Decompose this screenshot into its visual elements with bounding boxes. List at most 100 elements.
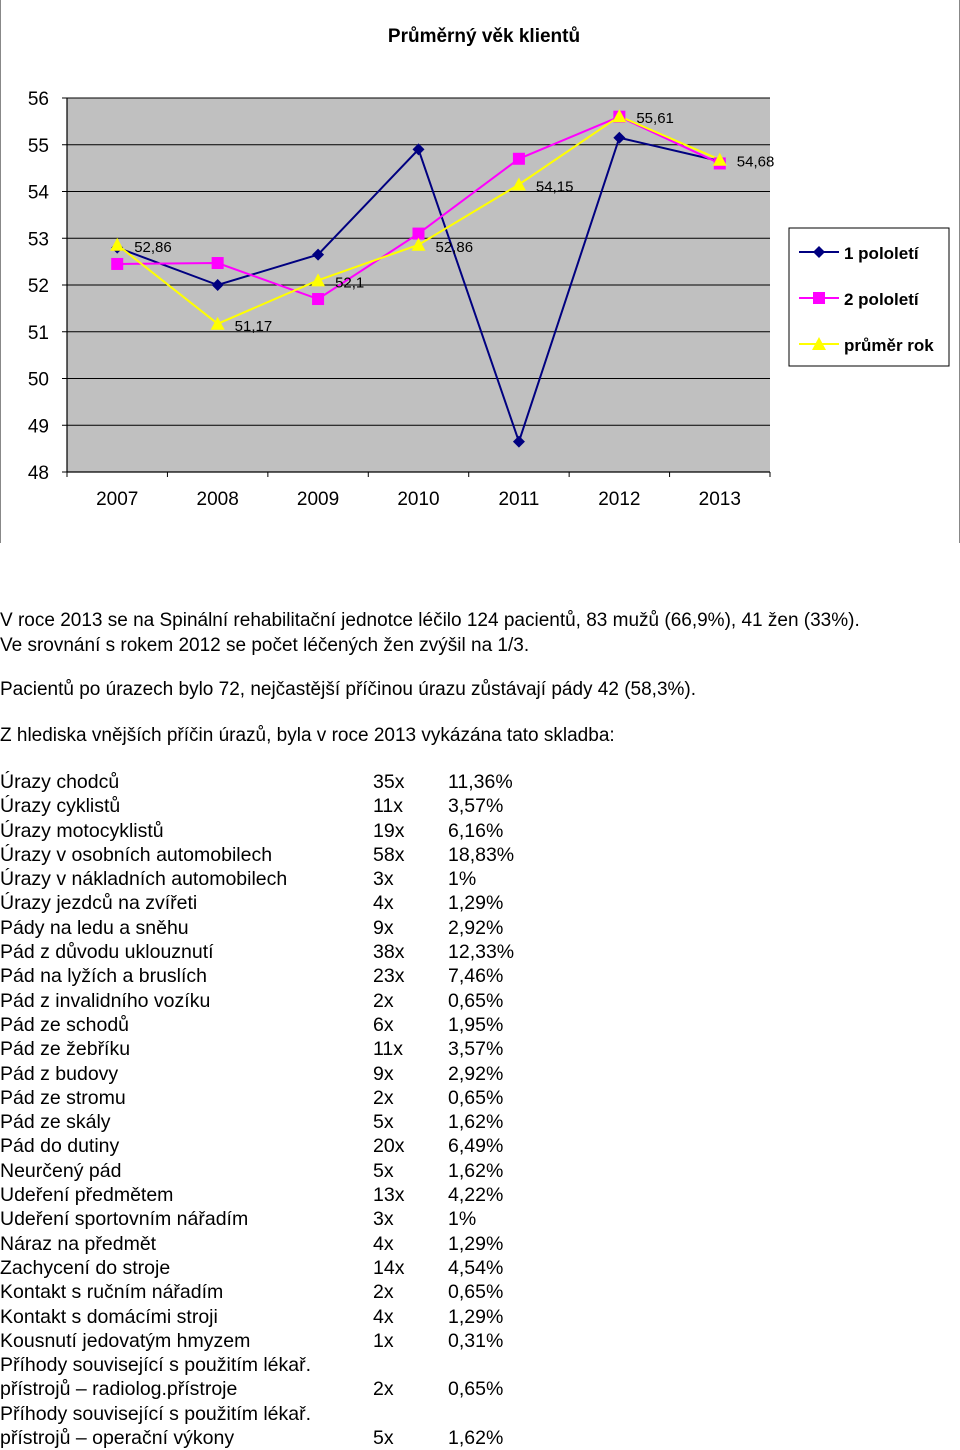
injury-percent: 0,65% bbox=[448, 1086, 504, 1109]
x-tick-label: 2008 bbox=[197, 489, 239, 510]
series-3-point bbox=[511, 177, 526, 191]
injury-percent: 11,36% bbox=[448, 771, 513, 793]
data-label: 55,61 bbox=[636, 110, 674, 127]
injury-name: Kontakt s domácími stroji bbox=[0, 1305, 218, 1328]
injury-name: přístrojů – radiolog.přístroje bbox=[0, 1378, 238, 1401]
series-3-point bbox=[712, 152, 727, 166]
injury-name: Pád z invalidního vozíku bbox=[0, 989, 211, 1012]
injury-name: Náraz na předmět bbox=[0, 1232, 157, 1255]
injury-count: 4x bbox=[373, 1305, 394, 1328]
injury-count: 5x bbox=[373, 1159, 394, 1182]
injury-percent: 1,62% bbox=[448, 1111, 504, 1134]
x-tick-label: 2013 bbox=[699, 489, 741, 510]
series-1-point bbox=[412, 143, 425, 156]
series-3-point bbox=[612, 109, 627, 123]
injury-name: Úrazy chodců bbox=[0, 771, 120, 793]
y-tick-label: 48 bbox=[28, 463, 49, 484]
injury-count: 9x bbox=[373, 1062, 394, 1085]
injury-count: 4x bbox=[373, 1232, 394, 1255]
injury-name: Příhody související s použitím lékař. bbox=[0, 1354, 312, 1377]
injury-percent: 4,54% bbox=[448, 1256, 504, 1279]
injury-percent: 0,31% bbox=[448, 1329, 504, 1352]
injury-name: Zachycení do stroje bbox=[0, 1256, 171, 1279]
y-tick-label: 55 bbox=[28, 136, 49, 157]
series-2-point bbox=[412, 227, 425, 240]
paragraph-women-comparison: Ve srovnání s rokem 2012 se počet léčený… bbox=[0, 635, 530, 656]
injury-name: Neurčený pád bbox=[0, 1159, 122, 1182]
injury-percent: 2,92% bbox=[448, 916, 504, 939]
injury-name: Příhody související s použitím lékař. bbox=[0, 1402, 312, 1425]
injury-name: Úrazy cyklistů bbox=[0, 795, 121, 818]
y-tick-label: 54 bbox=[28, 183, 50, 204]
injury-percent: 1,95% bbox=[448, 1013, 504, 1036]
injury-count: 1x bbox=[373, 1329, 394, 1352]
series-1-point bbox=[312, 248, 325, 261]
injury-percent: 1% bbox=[448, 1208, 477, 1231]
injury-percent: 18,83% bbox=[448, 843, 515, 866]
injury-percent: 3,57% bbox=[448, 795, 504, 818]
legend-label: 1 pololetí bbox=[844, 244, 920, 263]
injury-count: 2x bbox=[373, 989, 394, 1012]
injury-percent: 1,62% bbox=[448, 1427, 504, 1450]
y-tick-label: 56 bbox=[28, 89, 49, 110]
injury-count: 3x bbox=[373, 868, 394, 891]
injury-name: Úrazy jezdců na zvířeti bbox=[0, 892, 198, 915]
injury-name: Kontakt s ručním nářadím bbox=[0, 1281, 224, 1304]
data-label: 54,15 bbox=[536, 178, 574, 195]
injury-name: Pád do dutiny bbox=[0, 1135, 120, 1158]
injury-percent: 12,33% bbox=[448, 941, 515, 964]
data-label: 51,17 bbox=[235, 318, 273, 335]
series-3-point bbox=[210, 316, 225, 330]
injury-name: Pád ze skály bbox=[0, 1111, 111, 1134]
injury-name: Úrazy v osobních automobilech bbox=[0, 843, 273, 866]
series-2-point bbox=[211, 257, 224, 270]
injury-percent: 0,65% bbox=[448, 1281, 504, 1304]
injury-count: 23x bbox=[373, 965, 405, 988]
injury-name: Kousnutí jedovatým hmyzem bbox=[0, 1329, 251, 1352]
injury-count: 5x bbox=[373, 1111, 394, 1134]
y-tick-label: 50 bbox=[28, 370, 49, 391]
x-tick-label: 2011 bbox=[498, 489, 539, 510]
series-2-point bbox=[111, 257, 124, 270]
paragraph-external-causes-intro: Z hlediska vnějších příčin úrazů, byla v… bbox=[0, 725, 615, 746]
injury-count: 19x bbox=[373, 819, 405, 842]
injury-name: Pád z důvodu uklouznutí bbox=[0, 941, 214, 964]
data-label: 52,1 bbox=[335, 274, 364, 291]
injury-percent: 1,29% bbox=[448, 892, 504, 915]
y-tick-label: 52 bbox=[28, 276, 49, 297]
injury-count: 5x bbox=[373, 1427, 394, 1450]
injury-name: Pád ze stromu bbox=[0, 1086, 126, 1109]
injury-percent: 6,49% bbox=[448, 1135, 504, 1158]
injury-count: 3x bbox=[373, 1208, 394, 1231]
injury-count: 6x bbox=[373, 1013, 394, 1036]
injury-name: Pády na ledu a sněhu bbox=[0, 916, 189, 939]
injury-name: Udeření předmětem bbox=[0, 1184, 174, 1207]
injury-name: Udeření sportovním nářadím bbox=[0, 1208, 249, 1231]
y-tick-label: 53 bbox=[28, 229, 49, 250]
injury-name: Úrazy v nákladních automobilech bbox=[0, 868, 288, 891]
legend-marker bbox=[813, 292, 825, 304]
injury-percent: 3,57% bbox=[448, 1038, 504, 1061]
injury-count: 4x bbox=[373, 892, 394, 915]
injury-percent: 0,65% bbox=[448, 1378, 504, 1401]
data-label: 52,86 bbox=[436, 239, 474, 256]
injury-count: 11x bbox=[373, 1038, 403, 1061]
series-1-point bbox=[211, 279, 224, 291]
injury-count: 38x bbox=[373, 941, 405, 964]
injury-name: Pád na lyžích a bruslích bbox=[0, 965, 208, 988]
injury-percent: 4,22% bbox=[448, 1184, 504, 1207]
chart-container: Průměrný věk klientů 48 49 50 51 52 53 54 55 56 20… bbox=[0, 0, 960, 543]
line-chart: Průměrný věk klientů 48 49 50 51 52 53 54 55 56 20… bbox=[28, 26, 950, 510]
injury-count: 35x bbox=[373, 771, 405, 793]
paragraph-patients-count: V roce 2013 se na Spinální rehabilitační… bbox=[0, 610, 860, 631]
injury-count: 20x bbox=[373, 1135, 405, 1158]
injury-count: 2x bbox=[373, 1378, 394, 1401]
injury-percent: 1,62% bbox=[448, 1159, 504, 1182]
injury-name: Pád ze schodů bbox=[0, 1013, 130, 1036]
series-2-point bbox=[512, 152, 525, 165]
injury-percent: 7,46% bbox=[448, 965, 504, 988]
legend-label: průměr rok bbox=[844, 336, 934, 355]
injury-percent: 1% bbox=[448, 868, 477, 891]
injury-count: 2x bbox=[373, 1086, 394, 1109]
x-tick-label: 2009 bbox=[297, 489, 339, 510]
